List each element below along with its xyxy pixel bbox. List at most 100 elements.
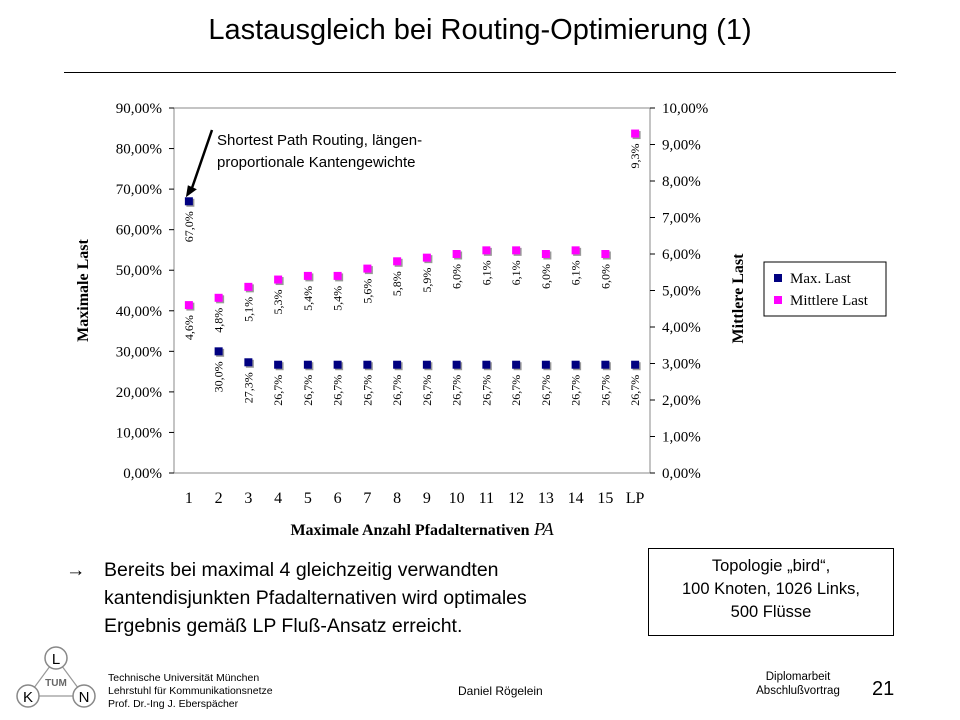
load-chart: 0,00%10,00%20,00%30,00%40,00%50,00%60,00…	[75, 101, 887, 539]
max-last-label: 26,7%	[598, 375, 612, 406]
max-last-point	[333, 360, 342, 369]
max-last-point	[393, 360, 402, 369]
left-tick-label: 80,00%	[116, 142, 162, 158]
mittlere-last-label: 4,6%	[182, 315, 196, 340]
bullet-line: kantendisjunkten Pfadalternativen wird o…	[104, 587, 527, 609]
left-tick-label: 70,00%	[116, 182, 162, 198]
max-last-label: 26,7%	[539, 375, 553, 406]
legend-label: Mittlere Last	[790, 293, 869, 309]
x-tick-label: LP	[626, 490, 645, 507]
mittlere-last-label: 6,0%	[598, 264, 612, 289]
x-tick-label: 7	[363, 490, 371, 507]
right-tick-label: 4,00%	[662, 320, 701, 336]
mittlere-last-point	[184, 301, 193, 310]
mittlere-last-point	[393, 257, 402, 266]
max-last-label: 26,7%	[271, 375, 285, 406]
left-tick-label: 20,00%	[116, 385, 162, 401]
x-tick-label: 11	[479, 490, 494, 507]
x-tick-label: 14	[568, 490, 584, 507]
x-axis-title: Maximale Anzahl Pfadalternativen	[290, 522, 529, 539]
mittlere-last-label: 6,1%	[479, 260, 493, 285]
bullet-line: Ergebnis gemäß LP Fluß-Ansatz erreicht.	[104, 615, 463, 637]
mittlere-last-label: 6,0%	[450, 264, 464, 289]
x-tick-label: 2	[215, 490, 223, 507]
footer-event: Diplomarbeit Abschlußvortrag	[748, 670, 848, 698]
mittlere-last-point	[303, 271, 312, 280]
mittlere-last-label: 5,8%	[390, 271, 404, 296]
logo-letter: N	[79, 689, 90, 706]
logo-letter: TUM	[45, 678, 67, 689]
max-last-point	[452, 360, 461, 369]
mittlere-last-point	[214, 293, 223, 302]
mittlere-last-label: 6,0%	[539, 264, 553, 289]
max-last-point	[601, 360, 610, 369]
max-last-label: 27,3%	[241, 372, 255, 403]
max-last-point	[303, 360, 312, 369]
max-last-label: 26,7%	[450, 375, 464, 406]
left-tick-label: 10,00%	[116, 425, 162, 441]
max-last-point	[184, 197, 193, 206]
left-tick-label: 40,00%	[116, 304, 162, 320]
mittlere-last-label: 9,3%	[628, 144, 642, 169]
mittlere-last-point	[274, 275, 283, 284]
x-axis-symbol: PA	[533, 519, 555, 539]
y-axis-left-title: Maximale Last	[75, 239, 92, 342]
page-number: 21	[872, 678, 895, 700]
max-last-label: 26,7%	[331, 375, 345, 406]
x-tick-label: 15	[597, 490, 613, 507]
right-tick-label: 6,00%	[662, 247, 701, 263]
mittlere-last-point	[512, 246, 521, 255]
legend-swatch	[774, 274, 782, 282]
mittlere-last-point	[541, 250, 550, 258]
x-tick-label: 9	[423, 490, 431, 507]
lkn-logo: L K N TUM	[16, 646, 96, 708]
mittlere-last-label: 5,9%	[420, 268, 434, 293]
x-tick-label: 4	[274, 490, 282, 507]
annotation-arrow	[189, 129, 214, 192]
footer-author: Daniel Rögelein	[458, 684, 543, 698]
x-tick-label: 5	[304, 490, 312, 507]
max-last-point	[482, 360, 491, 369]
max-last-point	[274, 360, 283, 369]
max-last-point	[422, 360, 431, 369]
annotation-text: Shortest Path Routing, längen-	[217, 132, 422, 149]
mittlere-last-label: 5,4%	[301, 286, 315, 311]
right-tick-label: 2,00%	[662, 393, 701, 409]
max-last-point	[244, 358, 253, 367]
mittlere-last-point	[601, 250, 610, 258]
bullet-line: Bereits bei maximal 4 gleichzeitig verwa…	[104, 559, 499, 581]
mittlere-last-point	[363, 264, 372, 273]
right-tick-label: 0,00%	[662, 466, 701, 482]
x-tick-label: 8	[393, 490, 401, 507]
mittlere-last-point	[422, 253, 431, 262]
arrow-icon: →	[66, 559, 86, 581]
mittlere-last-label: 5,4%	[331, 286, 345, 311]
right-tick-label: 1,00%	[662, 430, 701, 446]
x-tick-label: 10	[449, 490, 465, 507]
max-last-point	[541, 360, 550, 369]
max-last-label: 67,0%	[182, 211, 196, 242]
footer-line: Prof. Dr.-Ing J. Eberspächer	[108, 698, 239, 710]
max-last-label: 26,7%	[390, 375, 404, 406]
right-tick-label: 10,00%	[662, 101, 708, 117]
max-last-point	[512, 360, 521, 369]
mittlere-last-label: 6,1%	[509, 260, 523, 285]
x-tick-label: 1	[185, 490, 193, 507]
max-last-label: 26,7%	[479, 375, 493, 406]
topology-line: Topologie „bird“,	[711, 557, 831, 575]
topology-line: 100 Knoten, 1026 Links,	[682, 580, 860, 598]
annotation-arrowhead	[185, 185, 197, 198]
x-tick-label: 13	[538, 490, 554, 507]
mittlere-last-label: 4,8%	[212, 308, 226, 333]
topology-box: Topologie „bird“, 100 Knoten, 1026 Links…	[648, 548, 894, 636]
footer-line: Diplomarbeit	[765, 671, 831, 683]
title-divider	[64, 72, 896, 73]
mittlere-last-point	[244, 282, 253, 291]
max-last-point	[214, 347, 223, 356]
right-tick-label: 3,00%	[662, 357, 701, 373]
left-tick-label: 90,00%	[116, 101, 162, 117]
x-tick-label: 12	[508, 490, 524, 507]
logo-letter: K	[23, 689, 33, 706]
footer-line: Abschlußvortrag	[756, 685, 840, 697]
max-last-label: 26,7%	[420, 375, 434, 406]
